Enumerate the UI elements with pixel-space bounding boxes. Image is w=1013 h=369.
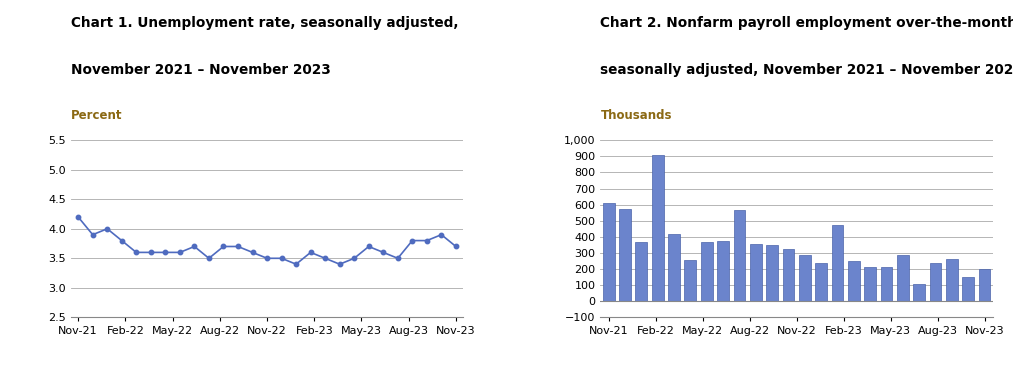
- Bar: [914, 284, 925, 301]
- Text: Percent: Percent: [71, 109, 123, 122]
- Bar: [848, 261, 860, 301]
- Bar: [635, 242, 647, 301]
- Bar: [603, 203, 615, 301]
- Bar: [783, 249, 794, 301]
- Bar: [766, 245, 778, 301]
- Bar: [717, 241, 729, 301]
- Bar: [685, 260, 696, 301]
- Text: seasonally adjusted, November 2021 – November 2023: seasonally adjusted, November 2021 – Nov…: [601, 63, 1013, 77]
- Text: Chart 2. Nonfarm payroll employment over-the-month change,: Chart 2. Nonfarm payroll employment over…: [601, 15, 1013, 30]
- Bar: [930, 263, 941, 301]
- Bar: [832, 225, 844, 301]
- Text: Thousands: Thousands: [601, 109, 672, 122]
- Bar: [897, 255, 909, 301]
- Bar: [946, 259, 957, 301]
- Bar: [799, 255, 810, 301]
- Bar: [880, 267, 892, 301]
- Text: Chart 1. Unemployment rate, seasonally adjusted,: Chart 1. Unemployment rate, seasonally a…: [71, 15, 459, 30]
- Bar: [815, 263, 827, 301]
- Text: November 2021 – November 2023: November 2021 – November 2023: [71, 63, 331, 77]
- Bar: [864, 267, 876, 301]
- Bar: [651, 155, 664, 301]
- Bar: [701, 242, 712, 301]
- Bar: [750, 244, 762, 301]
- Bar: [962, 277, 975, 301]
- Bar: [733, 210, 746, 301]
- Bar: [669, 234, 680, 301]
- Bar: [979, 269, 991, 301]
- Bar: [619, 210, 631, 301]
